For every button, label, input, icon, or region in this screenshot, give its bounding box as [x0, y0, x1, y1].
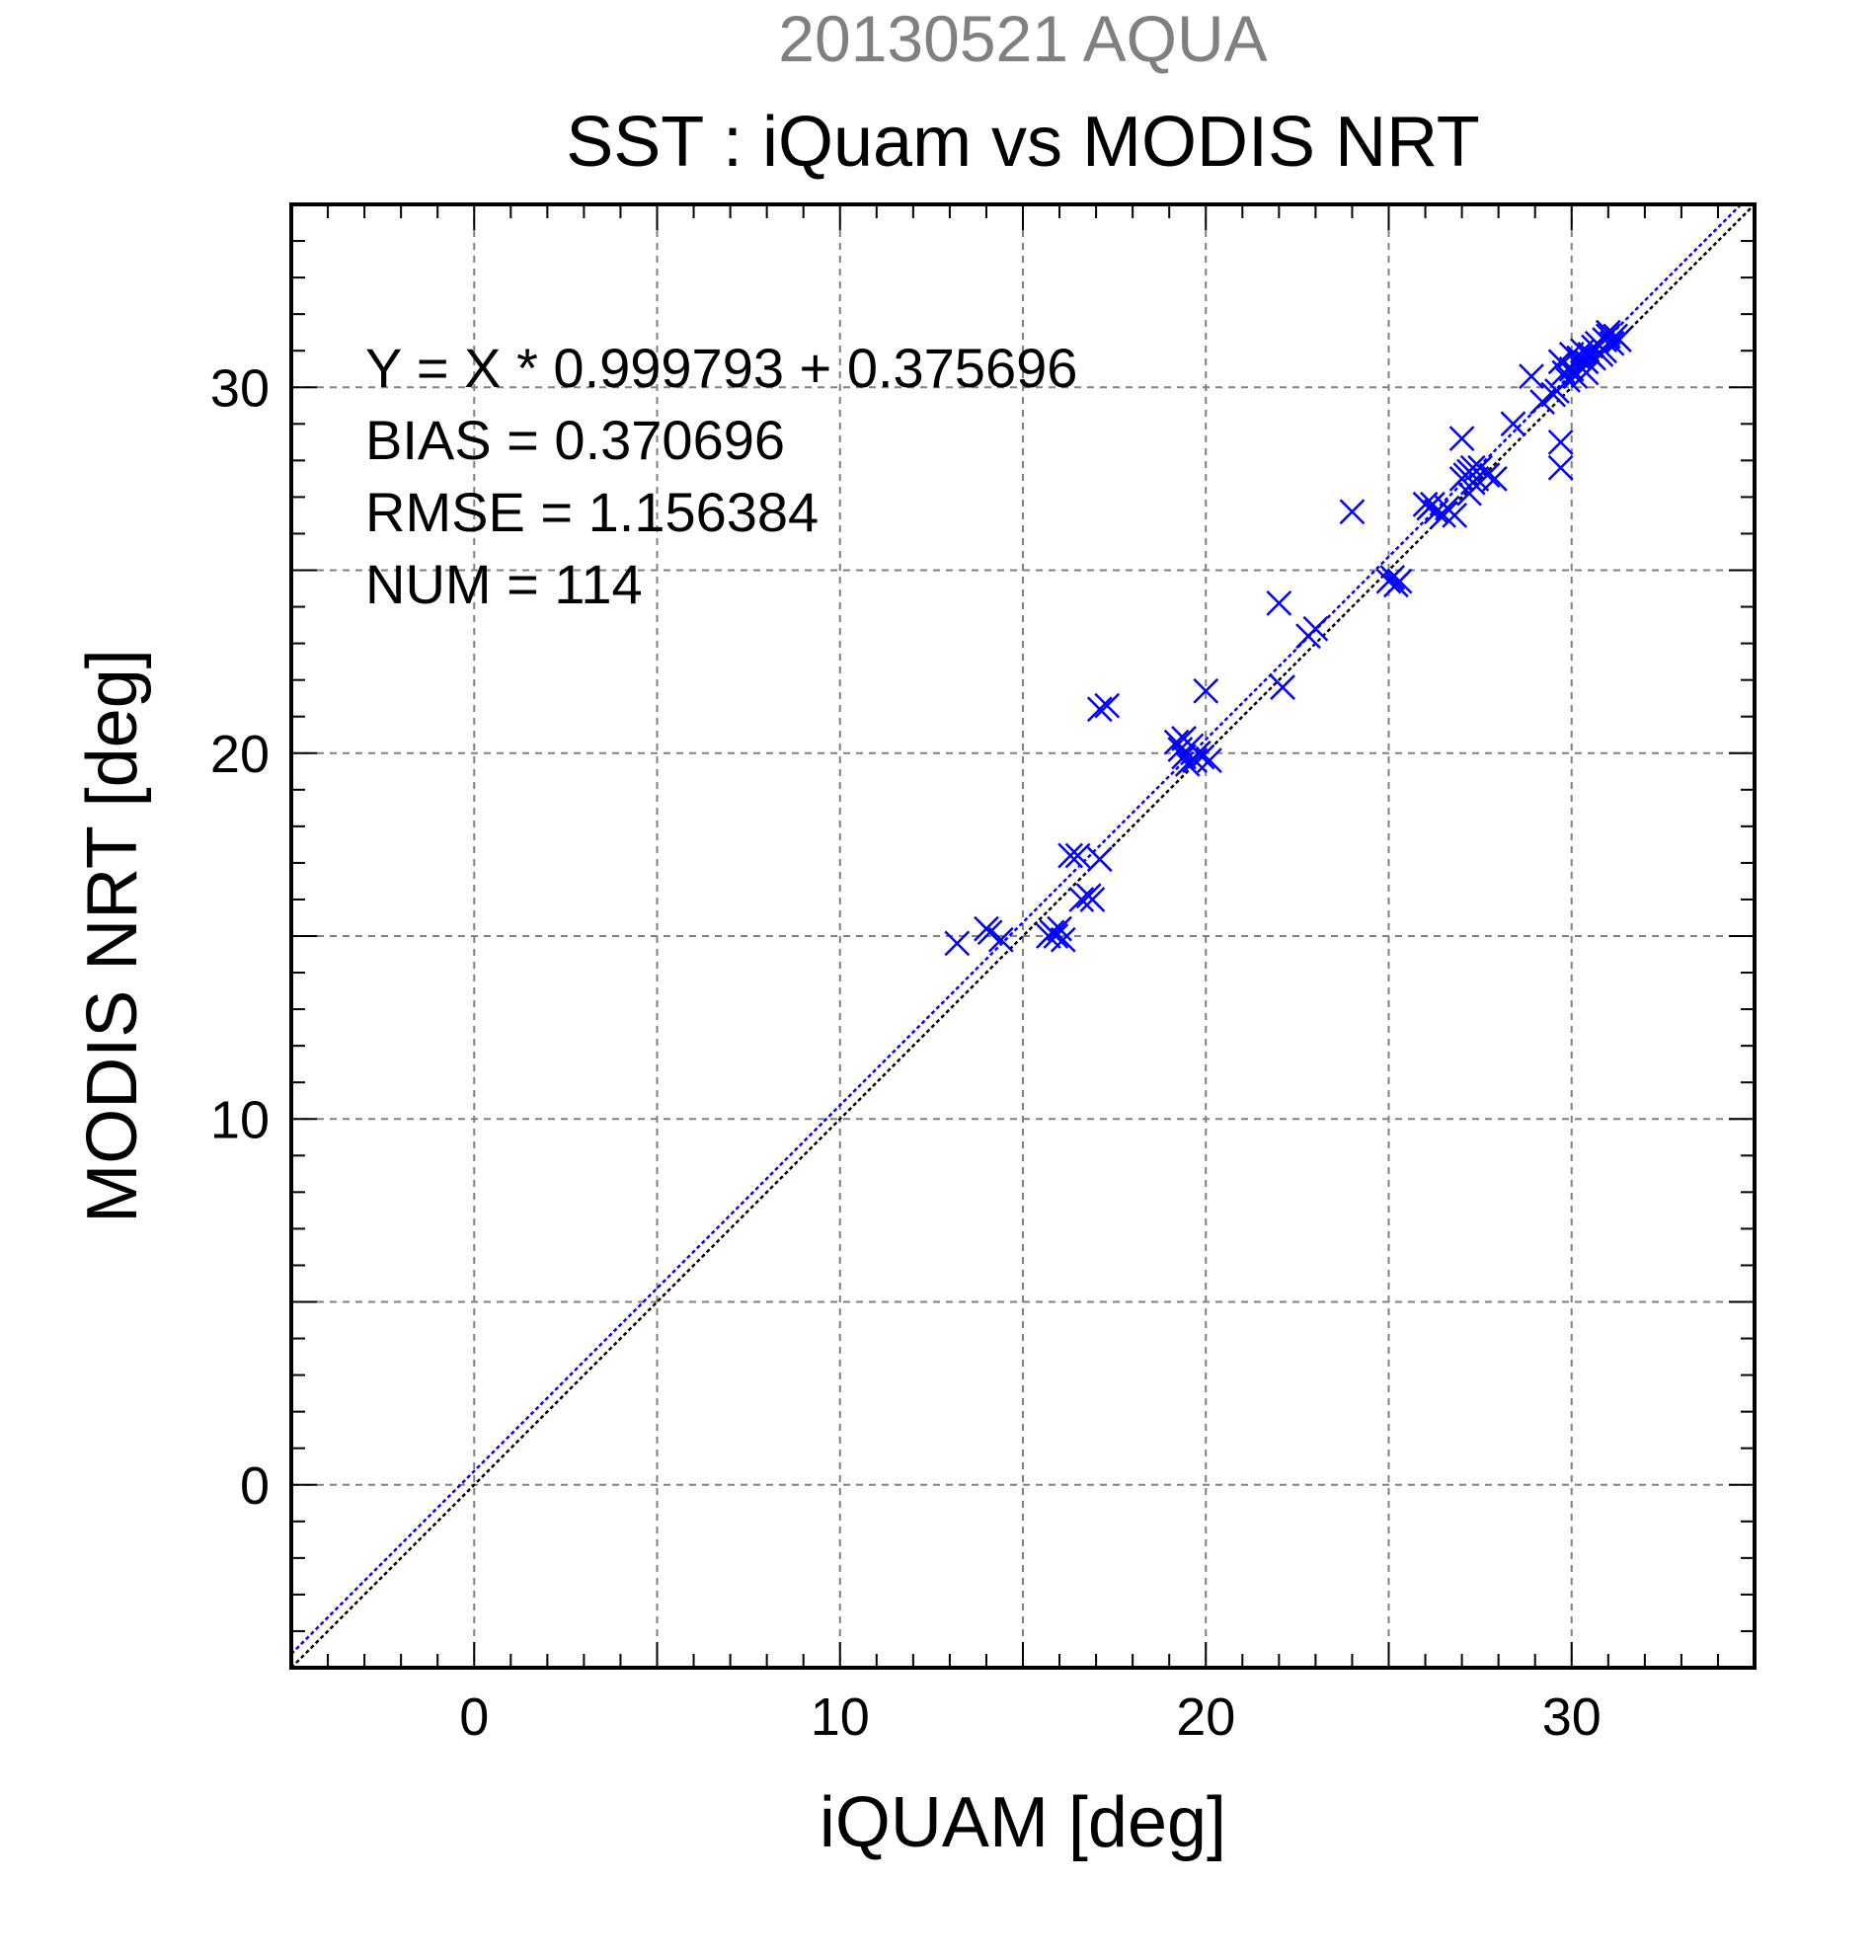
bias-text: BIAS = 0.370696 [365, 409, 785, 471]
chart-title: SST : iQuam vs MODIS NRT [566, 103, 1480, 182]
data-point [1057, 842, 1084, 869]
data-point [1266, 589, 1292, 616]
data-point [1379, 565, 1406, 590]
fit-equation: Y = X * 0.999793 + 0.375696 [365, 337, 1077, 399]
x-tick-label: 20 [1176, 1687, 1235, 1747]
data-point [1474, 462, 1501, 489]
data-point [1339, 499, 1366, 525]
stats-box: Y = X * 0.999793 + 0.375696 BIAS = 0.370… [365, 337, 1077, 615]
data-point [1547, 429, 1574, 455]
x-axis-label: iQUAM [deg] [820, 1783, 1226, 1862]
data-point [944, 930, 971, 957]
data-point [1606, 327, 1632, 353]
data-point [1094, 692, 1121, 719]
data-point [1086, 846, 1113, 873]
data-point [1482, 465, 1508, 492]
data-point [1193, 677, 1219, 704]
data-point [1558, 355, 1585, 382]
data-point [1442, 503, 1468, 528]
data-point [977, 919, 1003, 946]
data-points [944, 319, 1632, 957]
data-point [1386, 568, 1413, 594]
grid-lines [291, 204, 1755, 1668]
y-axis-label: MODIS NRT [deg] [73, 649, 152, 1223]
data-point [1448, 426, 1475, 452]
y-tick-label: 0 [240, 1456, 270, 1516]
plot-area [291, 204, 1755, 1668]
y-tick-label: 10 [210, 1090, 270, 1149]
data-point [1197, 747, 1222, 774]
data-point [1068, 887, 1095, 912]
y-tick-label: 20 [210, 725, 270, 784]
data-point [1573, 349, 1600, 375]
tick-labels: 0 10 20 30 0 10 20 30 [210, 358, 1602, 1747]
data-point [1547, 454, 1574, 481]
plot-frame [289, 202, 1757, 1670]
data-point [987, 926, 1014, 953]
data-point [1500, 411, 1526, 437]
reference-lines [291, 204, 1755, 1668]
data-point [1599, 330, 1625, 356]
x-tick-label: 0 [459, 1687, 489, 1747]
x-tick-label: 30 [1542, 1687, 1602, 1747]
data-point [1519, 363, 1544, 390]
data-point [1302, 615, 1329, 642]
data-point [1189, 744, 1215, 770]
identity-line [291, 204, 1755, 1668]
data-point [1581, 345, 1606, 371]
data-point [1431, 503, 1456, 528]
date-title: 20130521 AQUA [778, 2, 1267, 75]
data-point [1086, 696, 1113, 723]
data-point [1064, 842, 1091, 869]
rmse-text: RMSE = 1.156384 [365, 481, 819, 543]
data-point [1529, 389, 1555, 415]
axis-ticks [291, 204, 1755, 1668]
fit-line [291, 204, 1744, 1655]
x-tick-label: 10 [811, 1687, 870, 1747]
y-tick-label: 30 [210, 358, 270, 418]
data-point [1079, 887, 1106, 912]
data-point [1270, 674, 1295, 700]
data-point [1043, 923, 1069, 949]
count-text: NUM = 114 [365, 553, 643, 615]
data-point [1050, 926, 1076, 953]
